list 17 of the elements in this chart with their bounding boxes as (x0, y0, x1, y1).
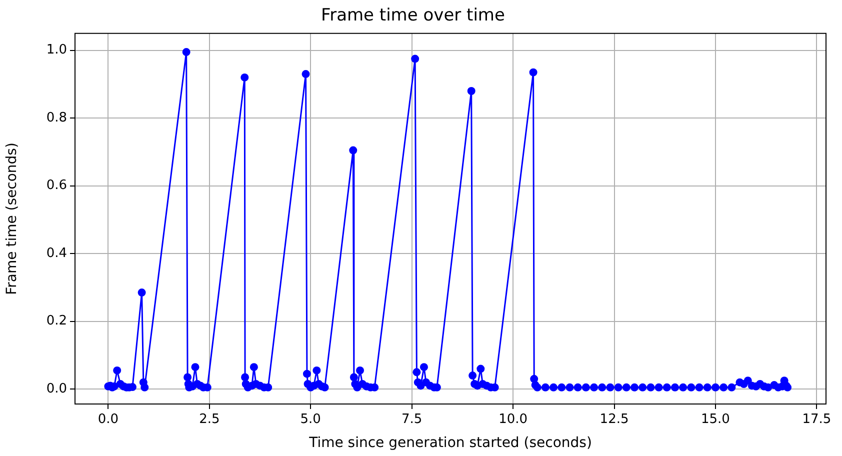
x-tick-label: 15.0 (701, 412, 730, 428)
y-tick-label: 0.8 (46, 110, 67, 126)
x-tick-label: 17.5 (802, 412, 832, 428)
x-tick-label: 0.0 (98, 412, 119, 428)
y-tick-label: 1.0 (46, 42, 67, 58)
y-axis-title: Frame time (seconds) (4, 142, 20, 295)
y-tick-label: 0.4 (46, 246, 67, 261)
y-tick-label: 0.2 (46, 314, 67, 329)
chart-title: Frame time over time (321, 6, 505, 26)
y-tick-label: 0.0 (46, 381, 67, 396)
x-tick-label: 2.5 (199, 412, 220, 428)
x-tick-label: 5.0 (300, 412, 321, 428)
x-tick-label: 7.5 (401, 412, 422, 428)
x-axis-title: Time since generation started (seconds) (308, 435, 592, 452)
x-tick-label: 10.0 (498, 412, 528, 428)
y-tick-label: 0.6 (46, 178, 67, 194)
x-tick-label: 12.5 (600, 412, 629, 428)
